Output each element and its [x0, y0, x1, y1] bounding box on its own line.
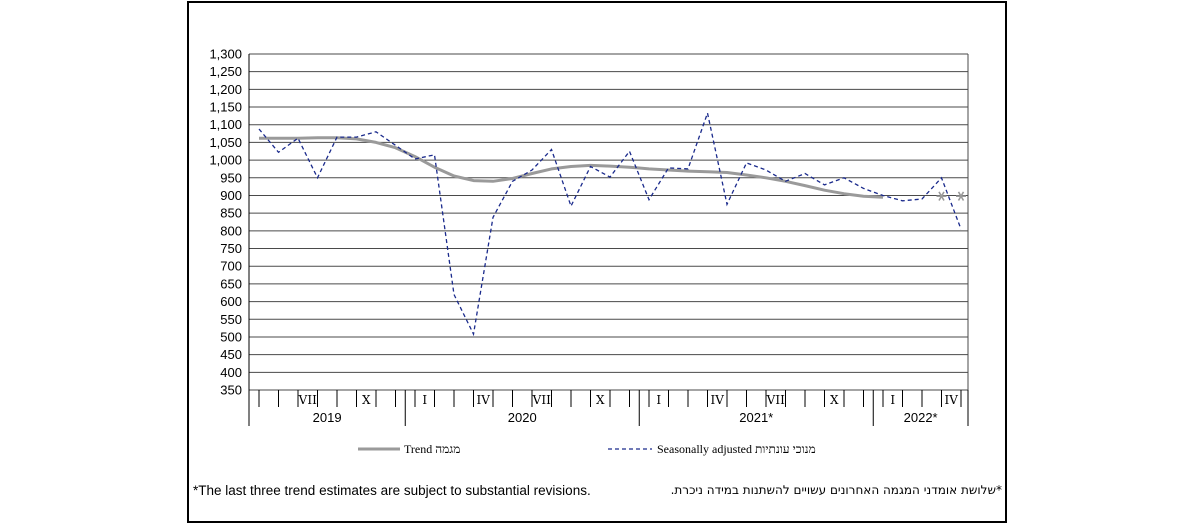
- y-tick-label: 1,000: [209, 153, 242, 168]
- trend-series: [259, 136, 966, 201]
- chart-frame: [187, 1, 1007, 523]
- month-label: I: [656, 393, 661, 407]
- y-tick-label: 700: [220, 259, 242, 274]
- trend-revised-point: [936, 191, 947, 201]
- legend-sa-label: Seasonally adjusted מנוכי עונתיות: [657, 442, 816, 456]
- x-axis: VII X I IV VII X I IV VII X I IV 2019 2020 2021* 2022*: [248, 390, 969, 426]
- footnote-hebrew: *שלושת אומדני המגמה האחרונים עשויים להשת…: [670, 483, 1002, 497]
- y-tick-label: 450: [220, 347, 242, 362]
- y-tick-label: 400: [220, 365, 242, 380]
- y-tick-label: 1,100: [209, 117, 242, 132]
- y-tick-label: 900: [220, 188, 242, 203]
- y-tick-label: 1,200: [209, 82, 242, 97]
- month-label: IV: [711, 393, 725, 407]
- grid-lines: [248, 53, 969, 391]
- y-tick-label: 800: [220, 223, 242, 238]
- trend-line: [259, 136, 884, 199]
- legend-trend-label: Trend מגמה: [404, 442, 460, 456]
- month-label: I: [890, 393, 895, 407]
- month-label: X: [362, 393, 371, 407]
- legend: Trend מגמה Seasonally adjusted מנוכי עונ…: [358, 442, 816, 456]
- month-label: IV: [477, 393, 491, 407]
- y-tick-label: 1,300: [209, 47, 242, 62]
- y-tick-label: 650: [220, 276, 242, 291]
- y-tick-label: 1,250: [209, 64, 242, 79]
- y-tick-label: 350: [220, 383, 242, 398]
- y-tick-label: 1,150: [209, 100, 242, 115]
- trend-revised-point: [956, 191, 966, 201]
- asterisk-stroke: [957, 191, 965, 201]
- y-tick-label: 550: [220, 312, 242, 327]
- y-axis: 350 400 450 500 550 600 650 700 750 800 850 900 950 1…: [209, 47, 242, 398]
- y-tick-label: 750: [220, 241, 242, 256]
- year-label: 2020: [508, 410, 537, 425]
- y-tick-label: 850: [220, 206, 242, 221]
- year-label: 2019: [313, 410, 342, 425]
- month-label: IV: [945, 393, 959, 407]
- month-label: VII: [532, 393, 551, 407]
- year-label: 2022*: [904, 410, 938, 425]
- month-label: X: [596, 393, 605, 407]
- year-label: 2021*: [739, 410, 773, 425]
- month-label: VII: [766, 393, 785, 407]
- footnote-english: *The last three trend estimates are subj…: [193, 483, 591, 498]
- month-label: VII: [298, 393, 317, 407]
- asterisk-stroke: [938, 191, 945, 201]
- seasonally-adjusted-line: [258, 110, 962, 337]
- y-tick-label: 600: [220, 294, 242, 309]
- y-tick-label: 950: [220, 170, 242, 185]
- y-tick-label: 500: [220, 329, 242, 344]
- y-tick-label: 1,050: [209, 135, 242, 150]
- seasonally-adjusted-series: [258, 110, 962, 337]
- month-label: I: [422, 393, 427, 407]
- month-label: X: [830, 393, 839, 407]
